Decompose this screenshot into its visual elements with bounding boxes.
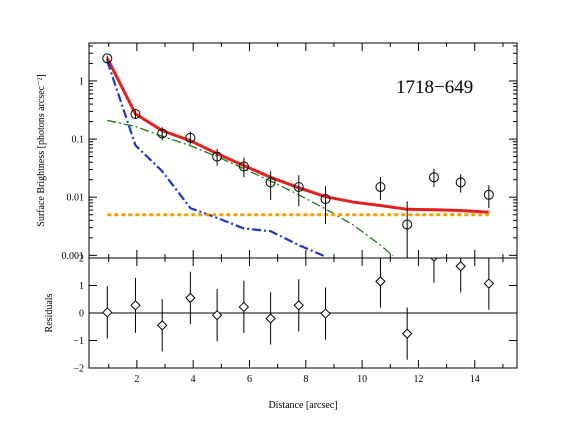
inner-component-line bbox=[106, 60, 326, 258]
top-y-tick-label: 0.1 bbox=[72, 135, 85, 146]
x-tick-label: 8 bbox=[303, 374, 308, 385]
x-axis-title: Distance [arcsec] bbox=[268, 400, 337, 411]
residual-point bbox=[130, 300, 141, 311]
y-axis-title-top: Surface Brightness [photons arcsec⁻²] bbox=[36, 74, 47, 226]
x-tick-label: 2 bbox=[134, 374, 139, 385]
top-data-point bbox=[185, 132, 196, 143]
residual-point bbox=[320, 308, 331, 319]
top-panel-ticks: 1 0.1 0.01 0.001 bbox=[62, 43, 517, 262]
top-y-tick-label: 0.01 bbox=[67, 193, 85, 204]
bottom-y-tick-label: −2 bbox=[73, 364, 84, 375]
x-tick-label: 10 bbox=[357, 374, 367, 385]
bottom-panel-marks bbox=[89, 258, 517, 360]
residual-point bbox=[185, 292, 196, 304]
top-data-point bbox=[455, 177, 466, 188]
top-data-point bbox=[375, 181, 386, 192]
bottom-y-tick-label: 2 bbox=[79, 254, 84, 265]
top-panel-marks bbox=[102, 53, 494, 258]
bottom-y-tick-label: −1 bbox=[73, 336, 84, 347]
outer-component-line bbox=[107, 119, 394, 257]
bottom-y-tick-label: 1 bbox=[79, 281, 84, 292]
residual-point bbox=[375, 276, 386, 287]
residual-point bbox=[102, 307, 113, 318]
top-data-point bbox=[130, 109, 141, 120]
y-axis-title-bottom: Residuals bbox=[44, 293, 55, 332]
residual-point bbox=[157, 320, 168, 331]
top-data-point bbox=[293, 181, 304, 192]
residual-point bbox=[401, 328, 413, 339]
source-annotation: 1718−649 bbox=[396, 77, 473, 98]
top-data-point bbox=[157, 128, 168, 139]
top-plot-frame bbox=[88, 42, 518, 259]
top-data-point bbox=[320, 194, 331, 205]
surface-brightness-panel: 1 0.1 0.01 0.001 1718−649 Surface Brightnes… bbox=[36, 42, 518, 262]
residual-point bbox=[211, 309, 223, 321]
bottom-y-tick-label: 0 bbox=[79, 309, 84, 320]
x-tick-label: 4 bbox=[191, 374, 196, 385]
top-y-tick-label: 1 bbox=[79, 76, 84, 87]
top-data-point bbox=[483, 189, 494, 200]
residual-point bbox=[430, 258, 438, 262]
top-data-point bbox=[428, 172, 439, 183]
x-tick-label: 12 bbox=[413, 374, 423, 385]
top-data-point bbox=[102, 53, 113, 64]
top-data-point bbox=[212, 151, 223, 162]
residual-point bbox=[293, 300, 304, 311]
top-data-point bbox=[238, 161, 249, 172]
top-data-point bbox=[402, 219, 413, 230]
residual-point bbox=[238, 301, 250, 313]
residual-point bbox=[483, 278, 495, 289]
x-tick-label: 6 bbox=[247, 374, 252, 385]
residual-point bbox=[265, 313, 276, 324]
top-data-point bbox=[265, 177, 276, 188]
top-y-tick-label: 0.001 bbox=[62, 251, 85, 262]
residual-point bbox=[455, 261, 466, 272]
x-tick-label: 14 bbox=[470, 374, 480, 385]
